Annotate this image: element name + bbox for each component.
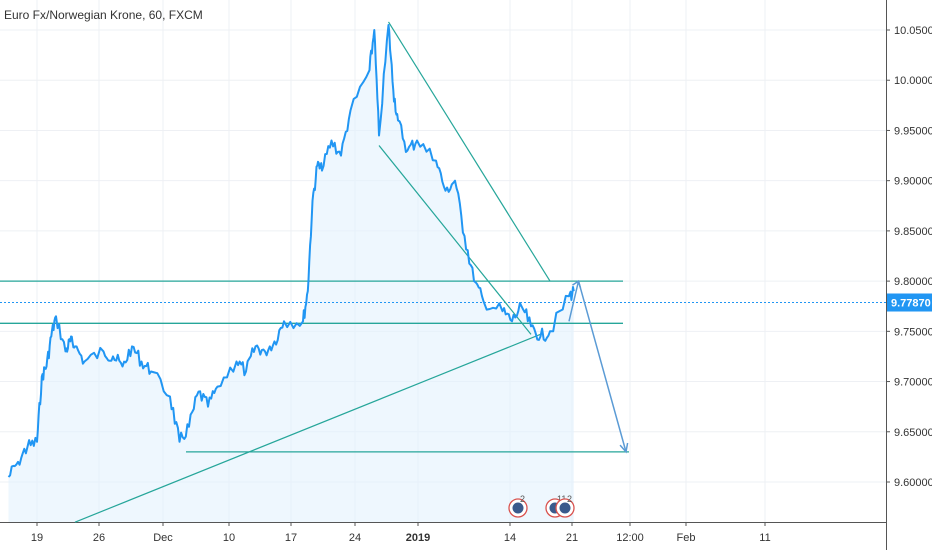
y-tick-label: 10.00000 <box>894 75 932 87</box>
x-tick-label: 26 <box>93 532 105 544</box>
price-line <box>7 24 575 478</box>
trendlines <box>74 21 551 523</box>
x-tick-label: 11 <box>759 532 770 544</box>
y-tick-label: 9.90000 <box>894 176 932 188</box>
x-tick-label: 17 <box>285 532 297 544</box>
current-price-badge <box>887 293 932 312</box>
flag-icon <box>512 502 524 514</box>
y-tick-label: 9.60000 <box>894 477 932 489</box>
event-count: 2 <box>567 494 572 504</box>
x-tick-label: 21 <box>566 532 578 544</box>
trendline-3 <box>378 145 532 335</box>
flag-icon <box>559 502 571 514</box>
arrowhead-peak <box>572 279 582 289</box>
x-tick-label: Feb <box>677 532 696 544</box>
trendline-1 <box>74 333 541 523</box>
chart-title: Euro Fx/Norwegian Krone, 60, FXCM <box>4 8 203 22</box>
x-tick-label: 2019 <box>406 532 430 544</box>
x-tick-label: 19 <box>31 532 43 544</box>
y-tick-label: 9.75000 <box>894 326 932 338</box>
y-tick-label: 9.65000 <box>894 427 932 439</box>
y-tick-label: 10.05000 <box>894 25 932 37</box>
area-fill-path <box>8 25 574 522</box>
y-tick-label: 9.80000 <box>894 276 932 288</box>
x-tick-label: Dec <box>153 532 173 544</box>
time-axis: 19 26 Dec 10 17 24 2019 14 21 12:00 Feb 11 <box>31 522 771 544</box>
projection-path <box>568 280 627 453</box>
price-series <box>7 24 575 478</box>
trendline-2 <box>387 21 551 282</box>
event-count: 2 <box>520 494 525 504</box>
arrowhead-down <box>619 442 629 454</box>
y-tick-label: 9.85000 <box>894 226 932 238</box>
area-fill <box>8 25 574 522</box>
x-tick-label: 10 <box>223 532 235 544</box>
y-tick-label: 9.70000 <box>894 377 932 389</box>
x-tick-label: 12:00 <box>616 532 644 544</box>
price-axis: 9.60000 9.65000 9.70000 9.75000 9.80000 9.850… <box>886 25 932 489</box>
x-tick-label: 24 <box>349 532 361 544</box>
y-tick-label: 9.95000 <box>894 125 932 137</box>
x-tick-label: 14 <box>504 532 516 544</box>
projection-arrow <box>568 279 629 454</box>
current-price-label: 9.77870 <box>891 298 931 310</box>
horizontal-levels <box>0 280 886 453</box>
